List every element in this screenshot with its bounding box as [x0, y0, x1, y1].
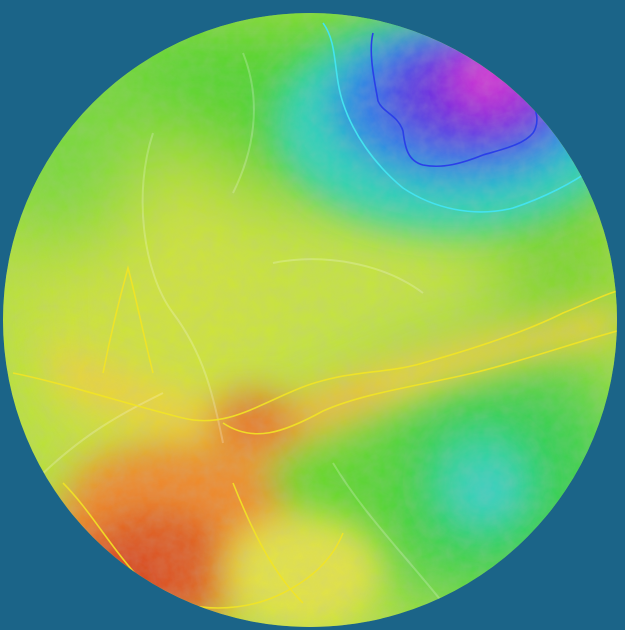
elevation-heatmap [3, 13, 617, 627]
elevation-heatmap-lens[interactable] [3, 13, 617, 627]
